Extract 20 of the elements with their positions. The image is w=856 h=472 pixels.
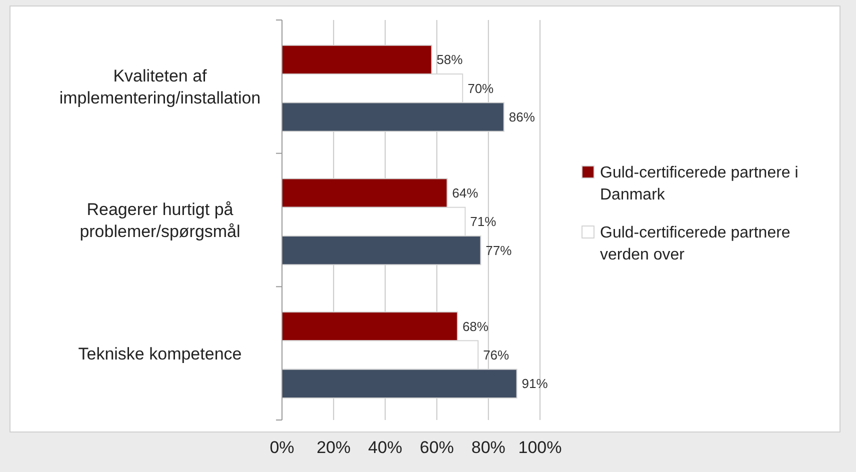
data-label: 70% [468,80,494,96]
y-tick-label: Reagerer hurtigt på problemer/spørgsmål [80,200,240,241]
data-label: 77% [486,242,512,258]
y-tick-label: Kvaliteten af implementering/installation [59,66,261,108]
data-label: 64% [452,186,479,201]
data-label: 68% [462,318,489,334]
x-tick-label: 40% [368,438,402,457]
data-label: 91% [522,376,548,392]
x-tick-label: 0% [270,438,294,457]
data-label: 58% [436,52,464,68]
legend-label: Guld-certificerede partnere i Danmark [600,164,798,204]
x-tick-label: 60% [420,438,454,457]
data-label: 76% [483,348,510,363]
data-label: 86% [508,110,536,125]
data-label: 71% [470,214,497,230]
legend-label: Guld-certificerede partnere verden over [600,224,790,264]
x-tick-label: 80% [471,438,506,457]
y-tick-label: Tekniske kompetence [78,344,242,364]
x-tick-label: 20% [316,438,351,457]
x-tick-label: 100% [518,438,562,457]
